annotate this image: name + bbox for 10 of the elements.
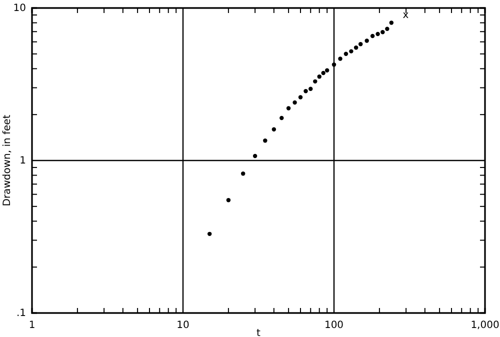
y-tick-label: 10 bbox=[13, 3, 26, 14]
x-tick-label: 10 bbox=[176, 320, 190, 332]
x-tick-label: 1 bbox=[28, 320, 36, 332]
x-tick-label: 1,000 bbox=[470, 320, 500, 332]
x-tick-label: 100 bbox=[324, 320, 344, 332]
y-axis-title: Drawdown, in feet bbox=[2, 114, 13, 206]
y-tick-label: 1 bbox=[20, 156, 26, 167]
annotation: x bbox=[402, 10, 409, 21]
y-tick-label: .1 bbox=[16, 308, 26, 320]
x-axis-title: t bbox=[256, 328, 261, 337]
